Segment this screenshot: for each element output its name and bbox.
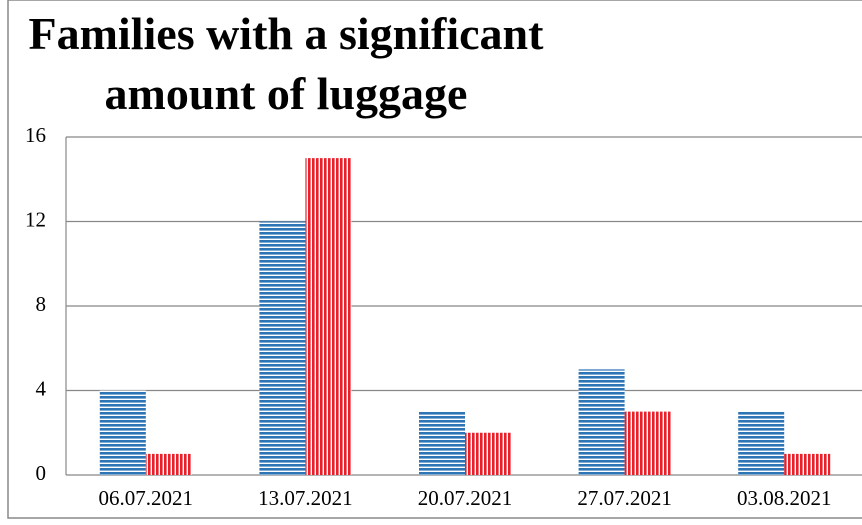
- x-tick-label: 03.08.2021: [737, 486, 832, 510]
- y-tick-label: 0: [36, 461, 47, 485]
- y-tick-label: 16: [25, 123, 46, 147]
- x-tick-label: 20.07.2021: [418, 486, 513, 510]
- chart-title: Families with a significant amount of lu…: [28, 8, 544, 119]
- frame: [7, 0, 862, 519]
- bar: [99, 390, 146, 475]
- bar: [578, 369, 625, 475]
- bar: [305, 158, 352, 475]
- bar: [784, 453, 831, 475]
- bar: [419, 411, 465, 475]
- bar: [259, 221, 306, 475]
- y-tick-label: 12: [25, 207, 46, 231]
- bar: [465, 432, 511, 475]
- x-tick-label: 13.07.2021: [258, 486, 353, 510]
- x-tick-label: 06.07.2021: [99, 486, 194, 510]
- bar: [145, 453, 192, 475]
- y-tick-label: 8: [36, 292, 47, 316]
- y-tick-label: 4: [36, 376, 47, 400]
- x-tick-label: 27.07.2021: [577, 486, 672, 510]
- bar: [624, 411, 671, 475]
- bar: [738, 411, 785, 475]
